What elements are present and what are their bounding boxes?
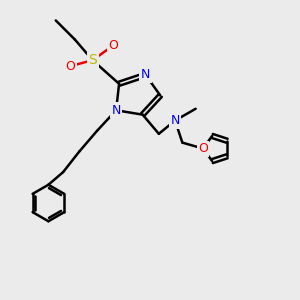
- Text: O: O: [198, 142, 208, 155]
- Text: N: N: [170, 114, 180, 127]
- Text: N: N: [141, 68, 150, 81]
- Text: S: S: [88, 53, 97, 67]
- Text: O: O: [66, 60, 75, 73]
- Text: N: N: [112, 104, 121, 117]
- Text: O: O: [108, 39, 118, 52]
